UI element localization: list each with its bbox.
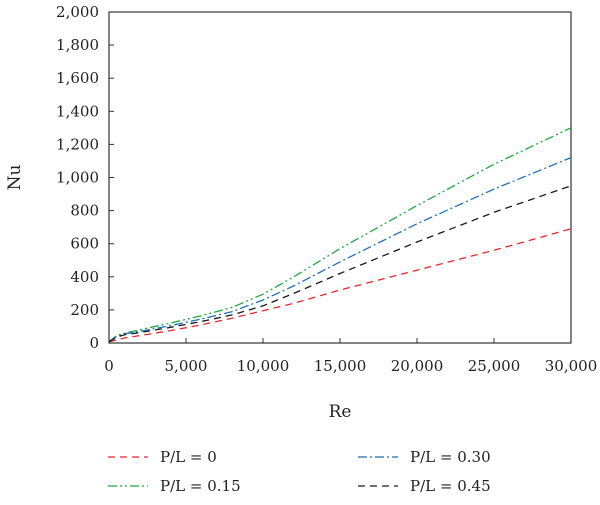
legend-label: P/L = 0.30 bbox=[410, 448, 491, 466]
series-line-3 bbox=[108, 156, 572, 343]
x-tick-label: 5,000 bbox=[165, 357, 208, 375]
legend-label: P/L = 0.45 bbox=[410, 477, 491, 495]
y-tick-label: 1,600 bbox=[56, 69, 99, 87]
legend-label: P/L = 0 bbox=[160, 448, 217, 466]
y-tick-label: 1,400 bbox=[56, 102, 99, 120]
series-lines bbox=[108, 127, 572, 343]
y-tick-label: 0 bbox=[89, 334, 99, 352]
x-tick-label: 0 bbox=[104, 357, 114, 375]
x-tick-label: 10,000 bbox=[237, 357, 290, 375]
y-axis-ticks: 0 200 400 600 800 1,000 1,200 1,400 1,600 1,800 2,… bbox=[56, 3, 114, 352]
legend: P/L = 0 P/L = 0.30 P/L = 0.15 P/L = 0.45 bbox=[108, 448, 491, 495]
y-tick-label: 800 bbox=[70, 202, 99, 220]
y-axis-title: Nu bbox=[5, 165, 25, 191]
x-tick-label: 25,000 bbox=[468, 357, 521, 375]
series-line-2 bbox=[108, 127, 572, 343]
y-tick-label: 1,800 bbox=[56, 36, 99, 54]
x-tick-label: 15,000 bbox=[314, 357, 367, 375]
x-axis-ticks: 0 5,000 10,000 15,000 20,000 25,000 30,000 bbox=[104, 338, 597, 375]
series-line-4 bbox=[108, 185, 572, 343]
y-tick-label: 200 bbox=[70, 301, 99, 319]
y-tick-label: 400 bbox=[70, 268, 99, 286]
y-tick-label: 2,000 bbox=[56, 3, 99, 21]
series-line-1 bbox=[108, 228, 572, 343]
y-tick-label: 600 bbox=[70, 235, 99, 253]
legend-label: P/L = 0.15 bbox=[160, 477, 241, 495]
y-tick-label: 1,000 bbox=[56, 169, 99, 187]
plot-area bbox=[108, 11, 572, 344]
plot-frame bbox=[108, 11, 572, 344]
x-tick-label: 30,000 bbox=[545, 357, 598, 375]
y-tick-label: 1,200 bbox=[56, 135, 99, 153]
x-axis-title: Re bbox=[329, 402, 352, 422]
x-tick-label: 20,000 bbox=[391, 357, 444, 375]
